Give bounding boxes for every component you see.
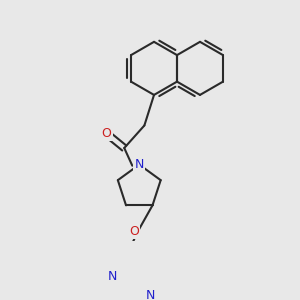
Text: O: O xyxy=(129,225,139,238)
Text: O: O xyxy=(102,127,112,140)
Text: N: N xyxy=(146,289,156,300)
Text: N: N xyxy=(108,270,117,283)
Text: N: N xyxy=(135,158,144,171)
